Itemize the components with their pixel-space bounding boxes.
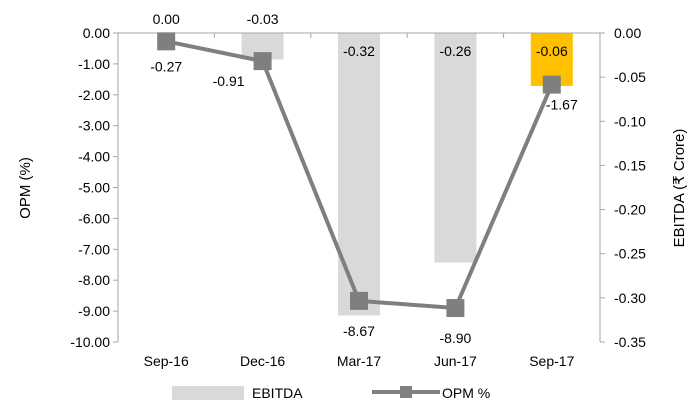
opm-data-label: -0.27 [150,58,182,74]
opm-data-labels: -0.27 -0.91 -8.67 -8.90 -1.67 [150,58,578,346]
left-tick-label: -4.00 [78,149,110,165]
right-tick-label: -0.20 [614,202,646,218]
ebitda-bars [241,33,573,316]
left-axis-title: OPM (%) [17,157,34,219]
right-tick-label: -0.10 [614,113,646,129]
left-tick-label: -2.00 [78,87,110,103]
right-tick-label: -0.05 [614,69,646,85]
x-tick-label: Sep-17 [529,353,574,369]
ebitda-data-label: -0.32 [343,43,375,59]
right-tick-label: -0.25 [614,246,646,262]
x-tick-label: Dec-16 [240,353,285,369]
opm-marker-sep-16 [157,32,176,51]
opm-marker-jun-17 [446,299,465,318]
legend-opm-label: OPM % [442,385,490,401]
ebitda-data-label: -0.06 [536,43,568,59]
ebitda-data-label: -0.03 [247,11,279,27]
left-tick-label: 0.00 [83,25,110,41]
right-tick-label: -0.30 [614,290,646,306]
opm-data-label: -0.91 [213,73,245,89]
ebitda-data-labels: 0.00 -0.03 -0.32 -0.26 -0.06 [153,11,568,59]
x-tick-label: Jun-17 [434,353,477,369]
ebitda-data-label: 0.00 [153,11,180,27]
left-tick-label: -5.00 [78,180,110,196]
left-tick-label: -9.00 [78,303,110,319]
left-tick-label: -6.00 [78,210,110,226]
x-tick-label: Mar-17 [337,353,382,369]
left-axis-ticks: 0.00 -1.00 -2.00 -3.00 -4.00 -5.00 -6.00 -7.00 -… [70,25,118,350]
opm-data-label: -1.67 [546,97,578,113]
legend-opm-marker [400,386,412,398]
opm-marker-dec-16 [253,52,272,71]
opm-marker-mar-17 [350,291,368,310]
opm-line-series [157,32,561,318]
opm-data-label: -8.67 [343,323,375,339]
legend-ebitda-label: EBITDA [252,385,303,401]
right-tick-label: 0.00 [614,25,641,41]
x-axis-ticks: Sep-16 Dec-16 Mar-17 Jun-17 Sep-17 [144,353,575,369]
legend-ebitda-swatch [172,386,244,400]
right-axis-title: EBITDA (₹ Crore) [671,129,688,248]
ebitda-bar-jun-17 [434,33,477,263]
left-tick-label: -8.00 [78,272,110,288]
ebitda-bar-mar-17 [338,33,380,316]
legend: EBITDA OPM % [172,385,490,401]
opm-data-label: -8.90 [439,330,471,346]
ebitda-data-label: -0.26 [439,43,471,59]
right-tick-label: -0.35 [614,334,646,350]
left-tick-label: -7.00 [78,241,110,257]
left-tick-label: -1.00 [78,56,110,72]
left-tick-label: -3.00 [78,118,110,134]
left-tick-label: -10.00 [70,334,110,350]
right-tick-label: -0.15 [614,157,646,173]
opm-marker-sep-17 [542,75,561,94]
right-axis-ticks: 0.00 -0.05 -0.10 -0.15 -0.20 -0.25 -0.30 -0.35 [600,25,646,350]
x-tick-label: Sep-16 [144,353,189,369]
